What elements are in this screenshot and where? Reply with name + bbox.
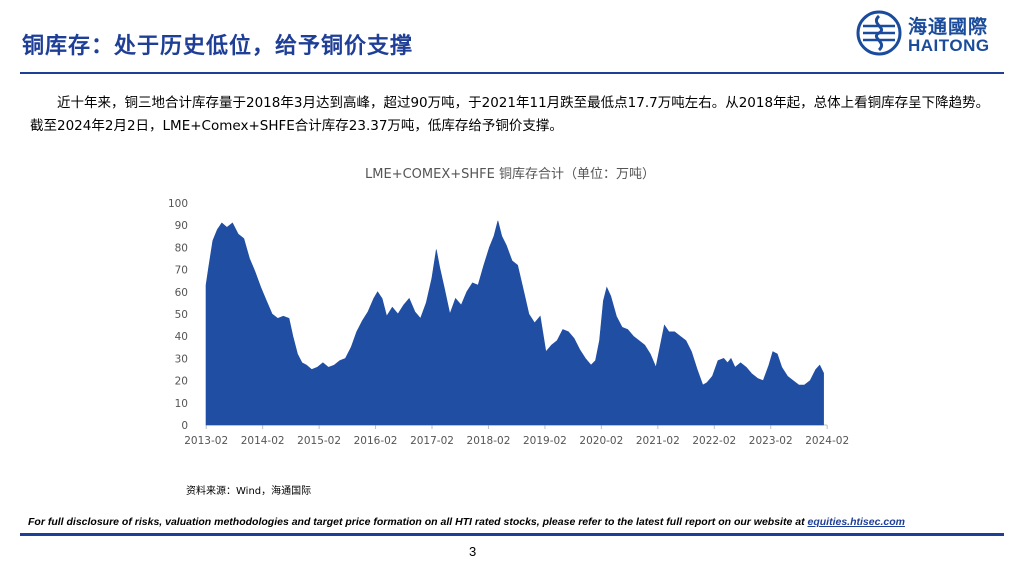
footer-divider [20, 533, 1004, 536]
x-tick-label: 2020-02 [579, 435, 623, 447]
y-tick-label: 80 [175, 242, 188, 254]
x-tick-label: 2017-02 [410, 435, 454, 447]
plot-area [205, 220, 824, 426]
x-tick-label: 2021-02 [636, 435, 680, 447]
y-tick-label: 10 [175, 398, 188, 410]
y-tick-label: 20 [175, 376, 188, 388]
y-tick-label: 60 [175, 287, 188, 299]
x-tick-label: 2014-02 [241, 435, 285, 447]
x-axis: 2013-02 2014-02 2015-02 2016-02 2017-02 2018-… [184, 424, 849, 447]
y-tick-label: 0 [181, 420, 188, 432]
x-tick-label: 2016-02 [354, 435, 398, 447]
haitong-emblem-icon [856, 10, 902, 56]
inventory-area-series [205, 220, 824, 426]
page-number: 3 [469, 544, 477, 559]
y-tick-label: 90 [175, 220, 188, 232]
x-tick-label: 2023-02 [749, 435, 793, 447]
disclaimer-text: For full disclosure of risks, valuation … [28, 516, 805, 528]
header-divider [20, 72, 1004, 74]
y-tick-label: 40 [175, 331, 188, 343]
company-logo: 海通國際 HAITONG [856, 10, 1006, 58]
y-tick-label: 50 [175, 309, 188, 321]
disclaimer: For full disclosure of risks, valuation … [28, 516, 905, 528]
page-title: 铜库存：处于历史低位，给予铜价支撑 [22, 34, 414, 59]
summary-paragraph: 近十年来，铜三地合计库存量于2018年3月达到高峰，超过90万吨，于2021年1… [30, 95, 990, 134]
x-tick-label: 2018-02 [467, 435, 511, 447]
copper-inventory-chart: LME+COMEX+SHFE 铜库存合计（单位：万吨） 0 10 20 30 40 50 6… [168, 166, 849, 447]
data-source-note: 资料来源：Wind，海通国际 [186, 486, 312, 497]
chart-title: LME+COMEX+SHFE 铜库存合计（单位：万吨） [365, 166, 655, 182]
x-tick-label: 2022-02 [692, 435, 736, 447]
y-tick-label: 30 [175, 353, 188, 365]
y-tick-label: 70 [175, 265, 188, 277]
y-tick-label: 100 [168, 198, 188, 210]
logo-chinese-text: 海通國際 [908, 16, 989, 38]
website-link[interactable]: equities.htisec.com [807, 516, 905, 528]
x-tick-label: 2024-02 [805, 435, 849, 447]
x-tick-label: 2015-02 [297, 435, 341, 447]
logo-english-text: HAITONG [908, 36, 990, 55]
y-axis: 0 10 20 30 40 50 60 70 80 90 100 [168, 198, 188, 432]
x-tick-label: 2019-02 [523, 435, 567, 447]
x-tick-label: 2013-02 [184, 435, 228, 447]
